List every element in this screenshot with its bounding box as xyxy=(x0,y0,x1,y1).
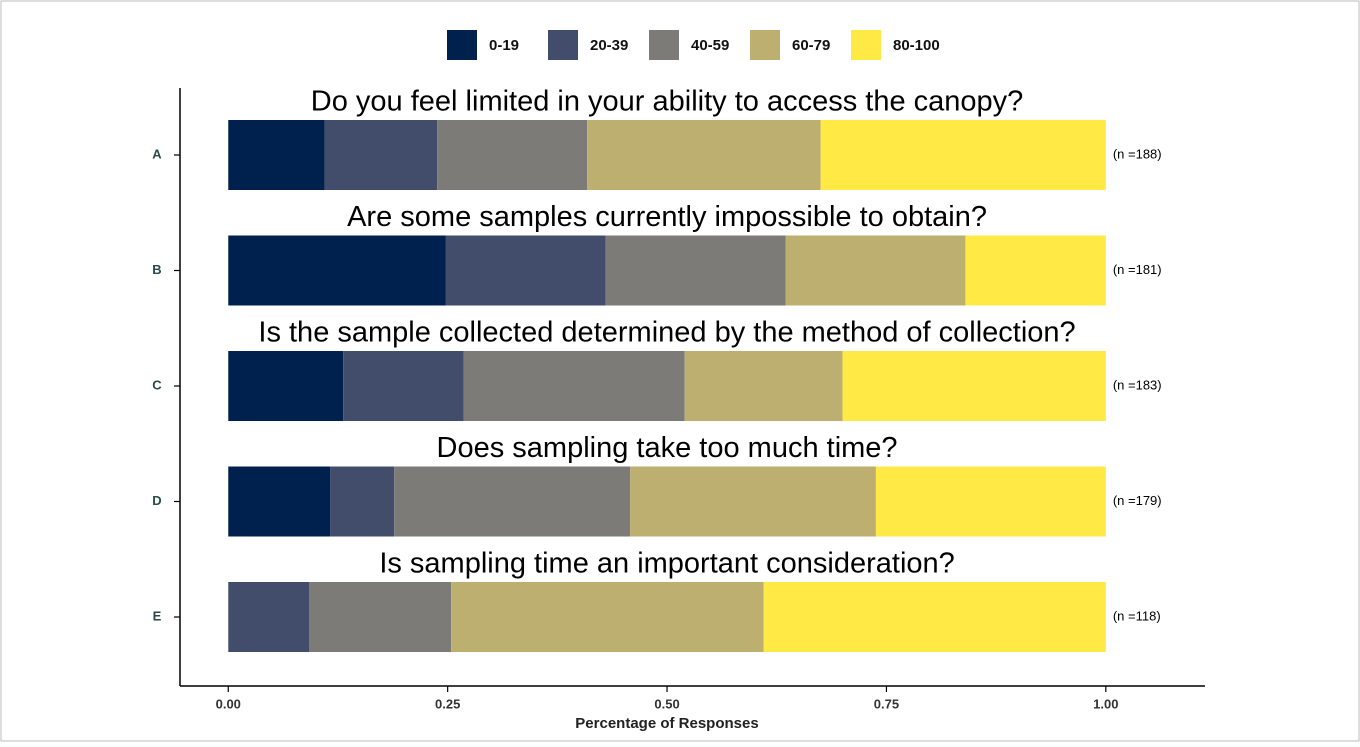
bar-segment xyxy=(343,351,464,421)
bar-segment xyxy=(324,120,438,190)
bar-segment xyxy=(228,235,446,306)
bar-segment xyxy=(228,351,344,421)
bar-segment xyxy=(875,466,1106,537)
bar-segment xyxy=(684,351,843,421)
bar-segment xyxy=(820,120,1106,190)
question-title: Does sampling take too much time? xyxy=(437,432,898,464)
legend-label: 40-59 xyxy=(691,37,729,54)
legend-swatch xyxy=(548,30,578,60)
y-tick-label: C xyxy=(152,377,162,392)
legend-swatch xyxy=(851,30,881,60)
y-tick-label: E xyxy=(153,608,162,623)
legend-label: 60-79 xyxy=(792,37,830,54)
bar-segment xyxy=(330,466,395,537)
bar-segment xyxy=(842,351,1106,421)
question-title: Do you feel limited in your ability to a… xyxy=(311,86,1023,118)
x-tick-label: 0.75 xyxy=(874,696,899,711)
question-title: Is the sample collected determined by th… xyxy=(258,317,1075,349)
bar-segment xyxy=(228,582,310,652)
legend-label: 0-19 xyxy=(489,37,519,54)
bar-segment xyxy=(587,120,821,190)
bar-segment xyxy=(437,120,588,190)
sample-size: (n =181) xyxy=(1113,262,1162,277)
x-tick-label: 0.25 xyxy=(435,696,460,711)
y-tick-label: D xyxy=(152,493,161,508)
bar-segment xyxy=(445,235,606,306)
bar-segment xyxy=(763,582,1106,652)
y-tick-label: A xyxy=(152,146,162,161)
bar-segment xyxy=(228,120,325,190)
bar-segment xyxy=(394,466,631,537)
legend-swatch xyxy=(447,30,477,60)
legend-label: 80-100 xyxy=(893,37,940,54)
bar-segment xyxy=(463,351,685,421)
bar-segment xyxy=(451,582,764,652)
bar-segment xyxy=(785,235,966,306)
sample-size: (n =188) xyxy=(1113,146,1162,161)
bar-segment xyxy=(630,466,876,537)
bar-segment xyxy=(605,235,786,306)
sample-size: (n =183) xyxy=(1113,377,1162,392)
legend-swatch xyxy=(750,30,780,60)
x-tick-label: 1.00 xyxy=(1093,696,1118,711)
bar-segment xyxy=(309,582,452,652)
question-title: Is sampling time an important considerat… xyxy=(379,548,954,580)
legend-swatch xyxy=(649,30,679,60)
legend-label: 20-39 xyxy=(590,37,628,54)
bar-segment xyxy=(228,466,331,537)
x-axis-label: Percentage of Responses xyxy=(575,715,758,732)
y-tick-label: B xyxy=(152,262,161,277)
question-title: Are some samples currently impossible to… xyxy=(347,201,987,233)
bar-segment xyxy=(965,235,1106,306)
sample-size: (n =118) xyxy=(1113,608,1161,623)
x-tick-label: 0.00 xyxy=(216,696,241,711)
sample-size: (n =179) xyxy=(1113,493,1162,508)
x-tick-label: 0.50 xyxy=(654,696,679,711)
